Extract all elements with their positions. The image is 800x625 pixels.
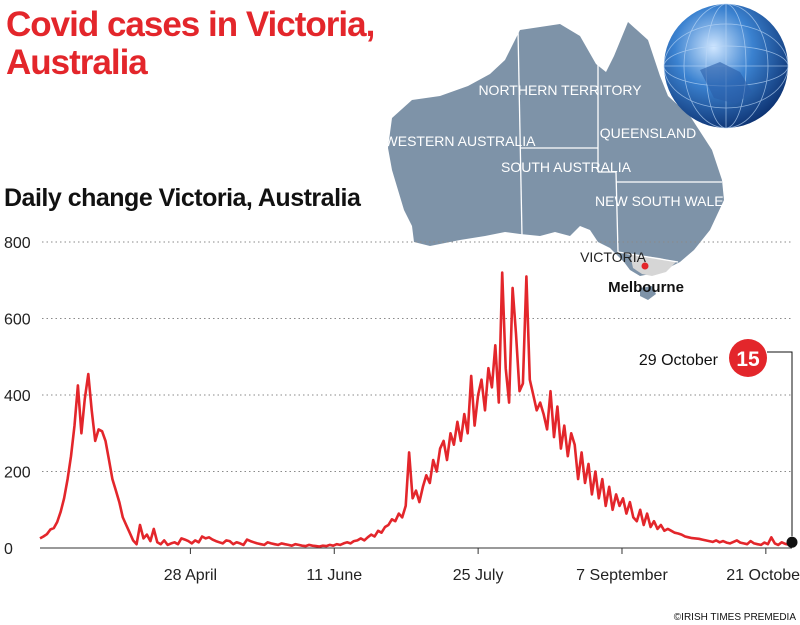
callout-date: 29 October xyxy=(639,352,719,369)
callout: 29 October 15 xyxy=(639,339,793,537)
globe-icon xyxy=(663,3,789,129)
credit: ©IRISH TIMES PREMEDIA xyxy=(673,612,796,623)
page-title: Covid cases in Victoria, Australia xyxy=(6,5,375,82)
y-tick-label: 600 xyxy=(4,312,31,329)
y-tick-label: 200 xyxy=(4,465,31,482)
callout-badge xyxy=(729,339,767,377)
wa-label: WESTERN AUSTRALIA xyxy=(385,133,537,149)
x-tick-label: 21 October xyxy=(726,567,800,584)
australia-map: WESTERN AUSTRALIA NORTHERN TERRITORY QUE… xyxy=(385,22,733,300)
nt-label: NORTHERN TERRITORY xyxy=(478,82,642,98)
sa-nsw-border xyxy=(615,171,619,253)
melbourne-label: Melbourne xyxy=(608,279,684,296)
callout-value: 15 xyxy=(736,348,760,371)
nsw-vic-border xyxy=(617,251,679,263)
y-tick-label: 0 xyxy=(4,541,13,558)
tasmania xyxy=(640,286,656,300)
series-line xyxy=(39,271,793,548)
wa-border xyxy=(517,29,523,237)
victoria-label: VICTORIA xyxy=(580,249,647,265)
sa-label: SOUTH AUSTRALIA xyxy=(501,159,632,175)
callout-leader-line xyxy=(767,351,793,537)
x-axis: 28 April 11 June 25 July 7 September 21 Octo… xyxy=(164,548,800,584)
chart-title: Daily change Victoria, Australia xyxy=(4,184,361,212)
melbourne-dot xyxy=(641,262,649,270)
y-axis: 0 200 400 600 800 xyxy=(4,235,31,558)
x-tick-label: 25 July xyxy=(453,567,504,584)
australia-outline xyxy=(388,22,724,276)
y-tick-label: 400 xyxy=(4,388,31,405)
chart-grid xyxy=(42,241,792,472)
x-tick-label: 28 April xyxy=(164,567,217,584)
nsw-label: NEW SOUTH WALES xyxy=(595,193,733,209)
x-tick-label: 11 June xyxy=(306,567,362,584)
series-end-point xyxy=(786,536,798,548)
x-tick-label: 7 September xyxy=(576,567,668,584)
qld-label: QUEENSLAND xyxy=(600,125,696,141)
y-tick-label: 800 xyxy=(4,235,31,252)
